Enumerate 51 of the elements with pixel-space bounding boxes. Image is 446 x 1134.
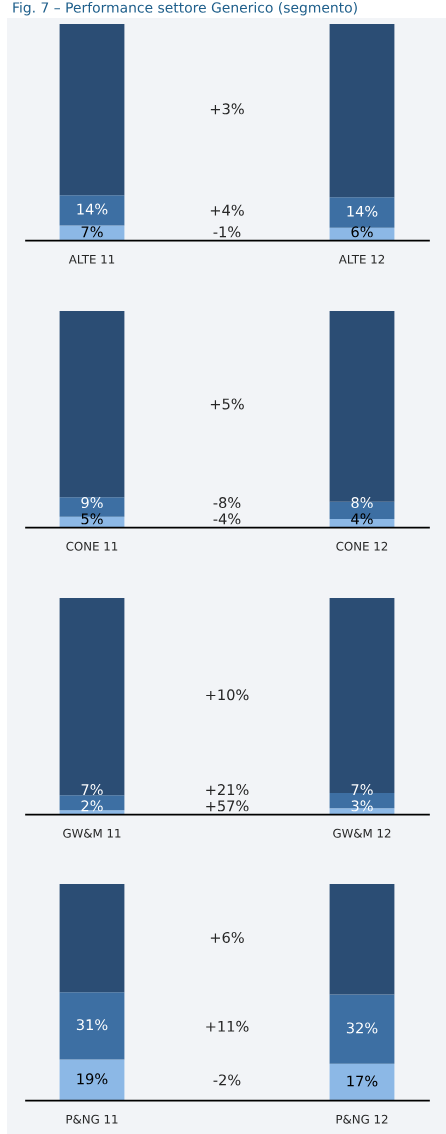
bar bbox=[59, 1059, 125, 1101]
data-label: 9% bbox=[81, 497, 103, 509]
annotation: +6% bbox=[210, 931, 244, 943]
bar bbox=[59, 195, 125, 226]
annotation: -8% bbox=[213, 497, 241, 509]
data-label: 7% bbox=[81, 226, 103, 238]
bar bbox=[59, 311, 125, 498]
annotation: +57% bbox=[206, 800, 249, 812]
data-label: 4% bbox=[351, 513, 373, 525]
data-label: 19% bbox=[77, 1073, 108, 1085]
data-label: 31% bbox=[76, 1019, 108, 1031]
bar bbox=[59, 24, 125, 196]
x-tick-label: ALTE 11 bbox=[68, 254, 115, 264]
data-label: 8% bbox=[351, 497, 373, 509]
data-label: 7% bbox=[81, 784, 103, 796]
x-tick-label: GW&M 12 bbox=[333, 828, 391, 838]
bar bbox=[329, 1063, 395, 1101]
annotation: -4% bbox=[213, 513, 241, 525]
annotation: +10% bbox=[206, 689, 249, 701]
data-label: 3% bbox=[351, 800, 373, 812]
annotation: +5% bbox=[210, 398, 244, 410]
bar bbox=[329, 197, 395, 228]
x-tick-label: P&NG 12 bbox=[336, 1114, 388, 1124]
annotation: +3% bbox=[210, 103, 244, 115]
x-tick-label: P&NG 11 bbox=[66, 1114, 118, 1124]
annotation: -2% bbox=[213, 1074, 241, 1086]
x-tick-label: CONE 12 bbox=[336, 541, 388, 551]
bar bbox=[329, 24, 395, 198]
bar bbox=[329, 994, 395, 1064]
chart-title: Fig. 7 – Performance settore Generico (segmento) bbox=[13, 2, 357, 16]
data-label: 2% bbox=[81, 800, 103, 812]
x-tick-label: ALTE 12 bbox=[338, 254, 385, 264]
data-label: 7% bbox=[351, 784, 373, 796]
data-label: 14% bbox=[347, 205, 378, 217]
bar bbox=[59, 795, 125, 811]
annotation: -1% bbox=[213, 226, 241, 238]
x-tick-label: GW&M 11 bbox=[63, 828, 121, 838]
data-label: 6% bbox=[351, 226, 373, 238]
data-label: 17% bbox=[347, 1075, 378, 1087]
bar bbox=[59, 598, 125, 796]
bar bbox=[329, 598, 395, 794]
x-tick-label: CONE 11 bbox=[66, 541, 118, 551]
data-label: 14% bbox=[77, 203, 108, 215]
annotation: +4% bbox=[210, 204, 244, 216]
annotation: +21% bbox=[206, 784, 249, 796]
bar bbox=[329, 884, 395, 995]
data-label: 5% bbox=[81, 513, 103, 525]
annotation: +11% bbox=[206, 1020, 249, 1032]
data-label: 32% bbox=[346, 1022, 378, 1034]
bar bbox=[59, 992, 125, 1060]
bar bbox=[59, 884, 125, 993]
